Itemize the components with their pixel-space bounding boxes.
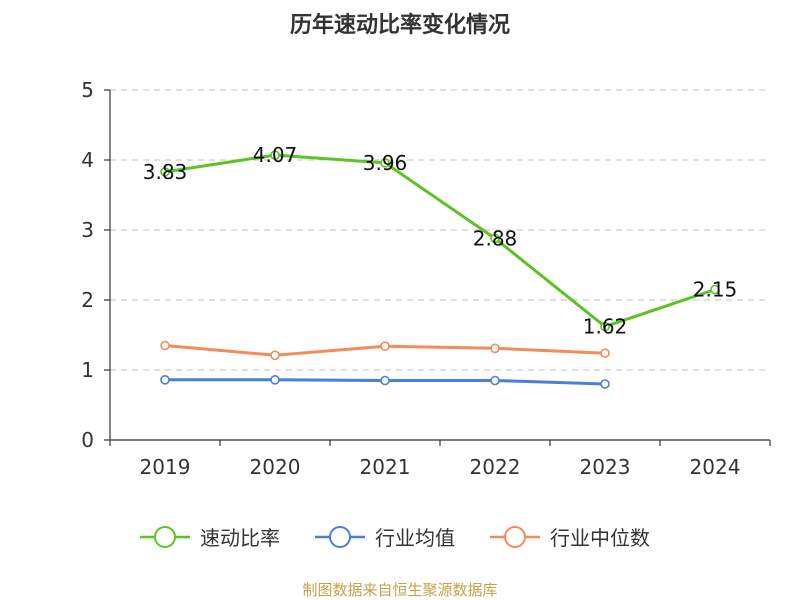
x-tick-label: 2019 (140, 455, 191, 479)
data-point (490, 233, 500, 244)
legend-label: 行业均值 (375, 526, 455, 550)
legend-marker (329, 526, 351, 548)
x-tick-label: 2020 (250, 455, 301, 479)
legend-label: 行业中位数 (550, 526, 650, 550)
x-tick-label: 2022 (470, 455, 521, 479)
data-point (380, 341, 390, 352)
legend-item[interactable]: 速动比率 (140, 526, 280, 550)
x-tick-label: 2021 (360, 455, 411, 479)
legend-label: 速动比率 (200, 526, 280, 550)
data-point (380, 375, 390, 386)
data-label: 3.96 (363, 151, 408, 175)
x-tick-label: 2023 (580, 455, 631, 479)
data-point (490, 375, 500, 386)
legend-marker (154, 526, 176, 548)
data-label: 2.88 (473, 226, 518, 250)
y-tick-label: 5 (81, 78, 94, 102)
series-line (163, 153, 717, 329)
x-tick-label: 2024 (690, 455, 741, 479)
y-tick-label: 2 (81, 288, 94, 312)
data-point (490, 343, 500, 354)
data-label: 2.15 (693, 278, 738, 302)
data-point (600, 379, 610, 389)
data-label: 4.07 (253, 143, 298, 167)
data-point (380, 158, 390, 168)
data-point (160, 374, 170, 385)
y-tick-label: 1 (81, 358, 94, 382)
data-point (270, 350, 280, 361)
data-point (160, 167, 170, 177)
y-tick-label: 3 (81, 218, 94, 242)
data-point (160, 340, 170, 351)
data-point (270, 374, 280, 385)
data-label: 3.83 (143, 160, 188, 184)
legend-item[interactable]: 行业中位数 (490, 526, 650, 550)
data-source-note: 制图数据来自恒生聚源数据库 (302, 581, 497, 599)
y-tick-label: 0 (81, 428, 94, 452)
data-point (710, 284, 720, 295)
data-point (270, 150, 280, 160)
data-point (600, 348, 610, 359)
y-tick-label: 4 (81, 148, 94, 172)
legend-marker (504, 526, 526, 548)
chart-title: 历年速动比率变化情况 (290, 12, 510, 38)
data-point (600, 321, 610, 332)
legend-item[interactable]: 行业均值 (315, 526, 455, 550)
data-label: 1.62 (583, 315, 628, 339)
